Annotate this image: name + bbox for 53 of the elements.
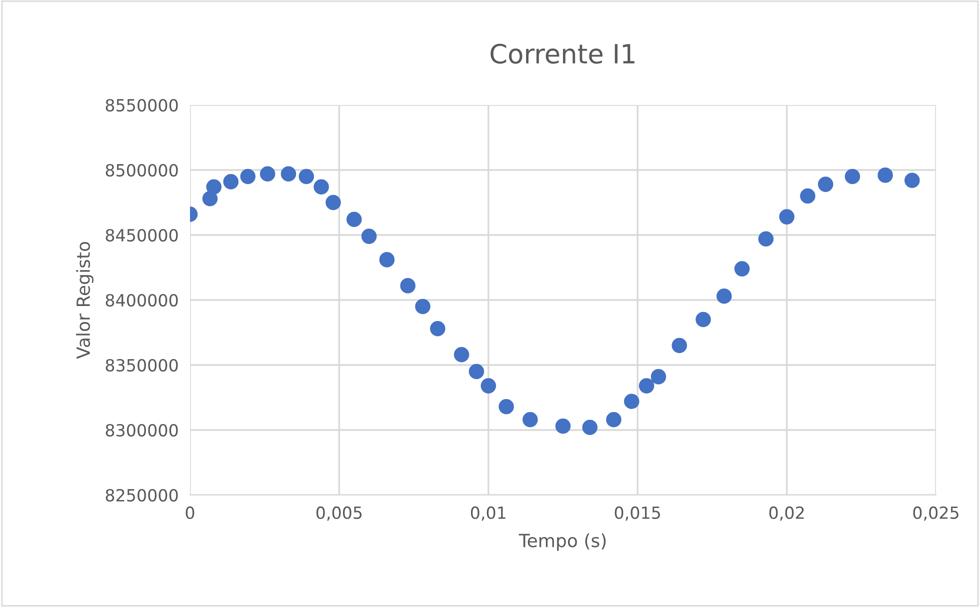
point — [904, 172, 920, 188]
point — [326, 194, 341, 210]
point — [878, 168, 893, 183]
point — [240, 168, 256, 184]
point — [582, 420, 598, 436]
point — [280, 166, 296, 182]
point — [206, 179, 222, 195]
point — [734, 261, 750, 276]
point — [716, 288, 732, 304]
point — [202, 190, 218, 206]
point — [400, 278, 416, 294]
chart-title: Corrente I1 — [490, 44, 634, 64]
y-tick-label: 8350000 — [106, 358, 178, 372]
point — [361, 228, 377, 244]
y-tick-label: 8500000 — [106, 164, 178, 177]
point — [800, 188, 816, 204]
x-tick-label: 0,02 — [769, 506, 804, 521]
y-tick-label: 8450000 — [106, 228, 178, 242]
y-tick-label: 8300000 — [106, 424, 178, 437]
x-tick-label: 0,015 — [614, 506, 660, 521]
point — [650, 369, 666, 384]
point — [555, 418, 571, 434]
x-axis-title: Tempo (s) — [518, 533, 606, 551]
point — [672, 338, 688, 354]
point — [624, 394, 640, 410]
point — [430, 320, 446, 336]
point — [379, 252, 395, 268]
point — [498, 398, 514, 414]
y-tick-label: 8400000 — [106, 294, 178, 307]
point — [638, 378, 654, 394]
x-tick-label: 0 — [186, 506, 194, 520]
point — [818, 176, 834, 192]
point — [346, 212, 362, 228]
point — [223, 174, 239, 190]
point — [314, 179, 329, 195]
point — [844, 168, 860, 184]
y-tick-label: 8250000 — [106, 488, 178, 502]
point — [522, 412, 538, 428]
point — [298, 168, 314, 184]
point — [468, 364, 484, 380]
point — [606, 412, 622, 428]
point — [480, 378, 496, 394]
y-axis-title: Valor Registo — [76, 242, 94, 359]
point — [260, 166, 276, 182]
point — [415, 298, 430, 314]
point — [779, 209, 794, 224]
x-tick-label: 0,01 — [470, 506, 506, 521]
point — [758, 231, 774, 247]
point — [454, 346, 470, 362]
x-tick-label: 0,005 — [316, 506, 362, 521]
point — [696, 312, 711, 328]
x-tick-label: 0,025 — [913, 506, 958, 521]
y-tick-label: 8550000 — [106, 98, 178, 112]
